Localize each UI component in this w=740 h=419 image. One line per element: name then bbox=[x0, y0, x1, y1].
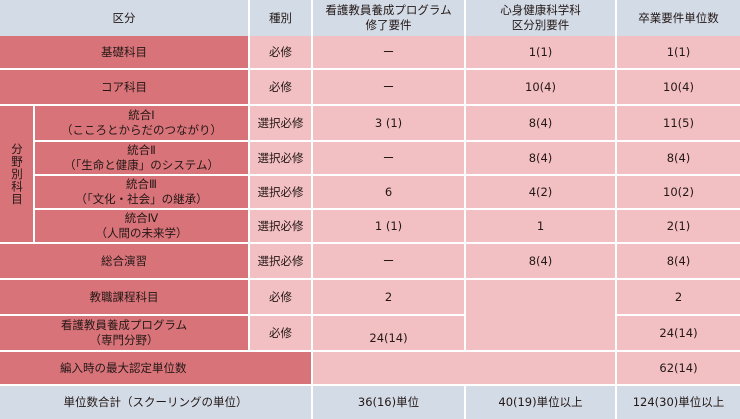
row-type-integration-4: 選択必修 bbox=[250, 210, 311, 242]
row-type-basic: 必修 bbox=[250, 36, 311, 68]
row-grad-integration-3: 10(2) bbox=[617, 176, 740, 208]
row-type-teaching-course: 必修 bbox=[250, 280, 311, 314]
row-type-core: 必修 bbox=[250, 70, 311, 104]
transfer-grad: 62(14) bbox=[617, 352, 740, 384]
row-name-integration-2: 統合Ⅱ （「生命と健康」のシステム） bbox=[35, 142, 248, 174]
row-type-seminar: 選択必修 bbox=[250, 244, 311, 278]
row-type-integration-1: 選択必修 bbox=[250, 106, 311, 140]
row-name-teaching-course: 教職課程科目 bbox=[0, 280, 248, 314]
row-grad-integration-2: 8(4) bbox=[617, 142, 740, 174]
row-program-basic: ー bbox=[313, 36, 464, 68]
row-grad-basic: 1(1) bbox=[617, 36, 740, 68]
row-program-integration-2: ー bbox=[313, 142, 464, 174]
header-graduation-requirement: 卒業要件単位数 bbox=[617, 0, 740, 36]
transfer-label: 編入時の最大認定単位数 bbox=[0, 352, 311, 384]
row-dept-integration-2: 8(4) bbox=[466, 142, 615, 174]
header-program-requirement: 看護教員養成プログラム 修了要件 bbox=[313, 0, 464, 36]
row-grad-integration-1: 11(5) bbox=[617, 106, 740, 140]
row-name-seminar: 総合演習 bbox=[0, 244, 248, 278]
row-program-core: ー bbox=[313, 70, 464, 104]
row-dept-integration-3: 4(2) bbox=[466, 176, 615, 208]
header-type: 種別 bbox=[250, 0, 311, 36]
row-program-nursing-program: 24(14) bbox=[313, 316, 464, 350]
row-name-core: コア科目 bbox=[0, 70, 248, 104]
row-dept-integration-1: 8(4) bbox=[466, 106, 615, 140]
total-dept: 40(19)単位以上 bbox=[466, 386, 615, 419]
row-grad-seminar: 8(4) bbox=[617, 244, 740, 278]
row-name-integration-3: 統合Ⅲ （「文化・社会」の継承） bbox=[35, 176, 248, 208]
row-dept-core: 10(4) bbox=[466, 70, 615, 104]
row-name-integration-1: 統合Ⅰ （こころとからだのつながり） bbox=[35, 106, 248, 140]
side-label-field-subjects: 分野別科目 bbox=[0, 106, 33, 242]
row-type-integration-2: 選択必修 bbox=[250, 142, 311, 174]
row-program-integration-1: 3 (1) bbox=[313, 106, 464, 140]
row-dept-integration-4: 1 bbox=[466, 210, 615, 242]
header-category: 区分 bbox=[0, 0, 248, 36]
row-program-teaching-course: 2 bbox=[313, 280, 464, 314]
row-name-integration-4: 統合Ⅳ （人間の未来学） bbox=[35, 210, 248, 242]
row-name-nursing-program: 看護教員養成プログラム （専門分野） bbox=[0, 316, 248, 350]
transfer-empty bbox=[313, 352, 615, 384]
row-type-integration-3: 選択必修 bbox=[250, 176, 311, 208]
row-name-basic: 基礎科目 bbox=[0, 36, 248, 68]
row-dept-basic: 1(1) bbox=[466, 36, 615, 68]
row-grad-nursing-program: 24(14) bbox=[617, 316, 740, 350]
total-grad: 124(30)単位以上 bbox=[617, 386, 740, 419]
row-program-seminar: ー bbox=[313, 244, 464, 278]
row-grad-integration-4: 2(1) bbox=[617, 210, 740, 242]
row-dept-teaching-course bbox=[466, 280, 615, 350]
row-program-integration-3: 6 bbox=[313, 176, 464, 208]
header-department-requirement: 心身健康科学科 区分別要件 bbox=[466, 0, 615, 36]
row-grad-core: 10(4) bbox=[617, 70, 740, 104]
row-dept-seminar: 8(4) bbox=[466, 244, 615, 278]
total-program: 36(16)単位 bbox=[313, 386, 464, 419]
row-type-nursing-program: 必修 bbox=[250, 316, 311, 350]
row-program-integration-4: 1 (1) bbox=[313, 210, 464, 242]
total-label: 単位数合計（スクーリングの単位） bbox=[0, 386, 311, 419]
row-grad-teaching-course: 2 bbox=[617, 280, 740, 314]
